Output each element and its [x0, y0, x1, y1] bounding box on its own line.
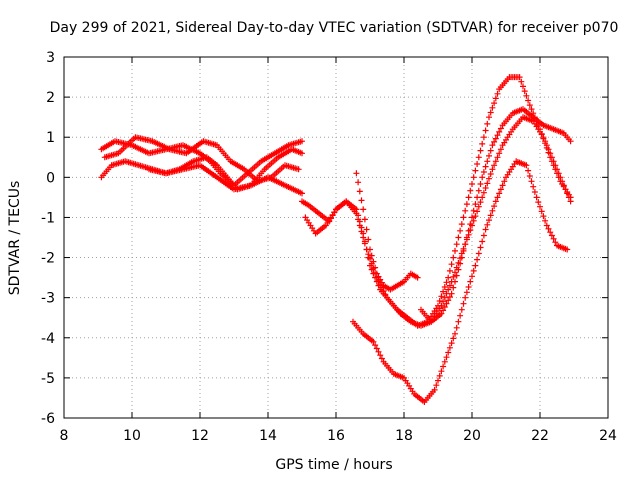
plus-markers [353, 170, 421, 293]
y-tick-label: 1 [46, 130, 55, 146]
y-tick-label: -2 [41, 251, 55, 267]
series-track-8 [353, 170, 421, 293]
series-track-7 [350, 158, 571, 405]
x-tick-label: 8 [60, 428, 69, 444]
x-tick-label: 20 [463, 428, 481, 444]
series-track-3 [101, 134, 302, 185]
x-tick-label: 22 [531, 428, 549, 444]
chart-title: Day 299 of 2021, Sidereal Day-to-day VTE… [50, 20, 619, 36]
x-tick-label: 16 [327, 428, 345, 444]
y-tick-label: -3 [41, 291, 55, 307]
x-tick-label: 10 [123, 428, 141, 444]
x-tick-label: 14 [259, 428, 277, 444]
y-tick-label: 3 [46, 50, 55, 66]
series-track-6 [302, 74, 574, 329]
series-track-9 [418, 114, 574, 325]
y-tick-label: -5 [41, 371, 55, 387]
plus-markers [418, 114, 574, 325]
series-track-4 [146, 162, 305, 197]
y-tick-label: 2 [46, 90, 55, 106]
data-series [98, 74, 574, 405]
plus-markers [146, 162, 305, 197]
y-tick-label: -6 [41, 411, 55, 427]
plus-markers [302, 74, 574, 329]
plus-markers [101, 134, 302, 185]
y-tick-label: -4 [41, 331, 55, 347]
x-tick-label: 12 [191, 428, 209, 444]
y-tick-label: -1 [41, 210, 55, 226]
x-tick-label: 18 [395, 428, 413, 444]
x-axis-title: GPS time / hours [275, 457, 392, 473]
x-tick-label: 24 [599, 428, 617, 444]
y-axis-title: SDTVAR / TECUs [7, 181, 23, 296]
plot-frame [63, 56, 609, 419]
grid [64, 57, 608, 418]
y-tick-label: 0 [46, 170, 55, 186]
plus-markers [350, 158, 571, 405]
